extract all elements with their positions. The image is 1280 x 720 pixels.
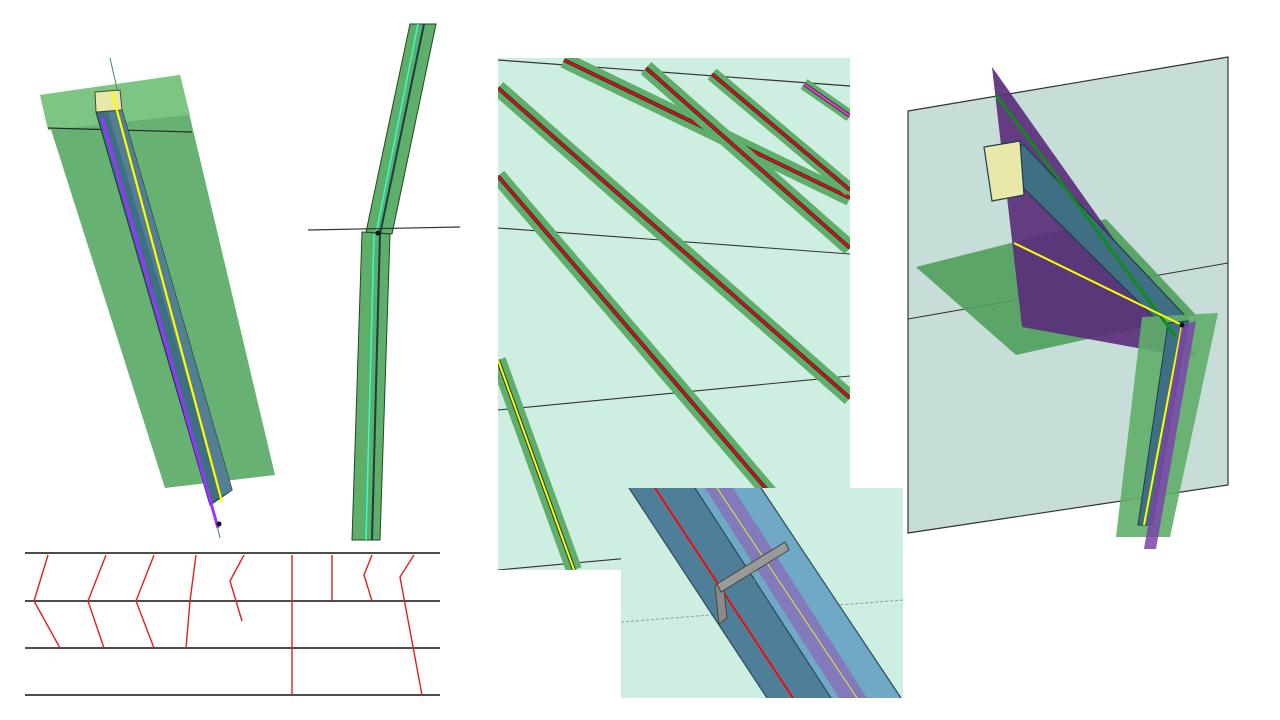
straight-profile-drawing [40, 57, 275, 539]
profile-side-face [108, 110, 232, 496]
yellow-trace-lower [1143, 324, 1183, 526]
profile-edge-3 [760, 488, 902, 698]
end-point-marker [216, 521, 222, 527]
lower-cyan-trace [365, 233, 375, 541]
panel-trace-layout [20, 545, 445, 700]
yellow-trace-upper [1013, 242, 1183, 326]
trace-path-8 [363, 554, 373, 602]
profile-edge-1 [628, 488, 768, 698]
purple-trace-line [100, 117, 220, 529]
lower-dark-edge [371, 233, 381, 541]
stiffener-5 [498, 81, 850, 405]
green-trace-line [994, 94, 1178, 338]
purple-leg-strip [1144, 321, 1196, 549]
profile-end-cap [983, 140, 1025, 202]
profile-bend-drawing [307, 23, 461, 541]
trace-path-9 [399, 554, 423, 696]
purple-band [705, 488, 867, 698]
profile-end-cap [94, 89, 123, 113]
stiffener-2 [640, 62, 850, 254]
plate-top-edge [498, 59, 850, 87]
yellow-trace-line [716, 488, 858, 698]
bent-profile-planes-drawing [907, 56, 1229, 549]
trace-path-5 [229, 554, 245, 622]
stiffener-7 [498, 357, 582, 570]
section-plane-line [307, 226, 461, 231]
stiffener-array-drawing [498, 58, 850, 570]
yellow-trace-line [110, 91, 224, 503]
trace-path-1 [33, 554, 61, 649]
panel-straight-profile [0, 20, 300, 550]
stiffener-6 [498, 170, 781, 504]
trace-path-3 [135, 554, 155, 649]
panel-profile-detail [621, 488, 903, 698]
trace-path-4 [185, 554, 197, 649]
stiffener-4 [800, 79, 850, 121]
upper-dark-edge [379, 23, 425, 235]
upper-cyan-trace [375, 23, 419, 235]
panel-stiffener-array [498, 58, 850, 570]
profile-dark-face [629, 488, 831, 698]
lower-profile-segment [351, 231, 391, 541]
bend-point-marker [1179, 322, 1185, 328]
profile-edge-2 [694, 488, 832, 698]
trace-layout-drawing [25, 552, 440, 696]
stiffener-3 [707, 68, 850, 196]
panel-profile-bend [300, 20, 470, 545]
panel-bent-profile-planes [906, 55, 1230, 550]
bend-point-marker [375, 230, 381, 236]
trace-path-2 [87, 554, 107, 649]
bracket-flange [716, 541, 790, 593]
profile-detail-drawing [621, 488, 903, 698]
